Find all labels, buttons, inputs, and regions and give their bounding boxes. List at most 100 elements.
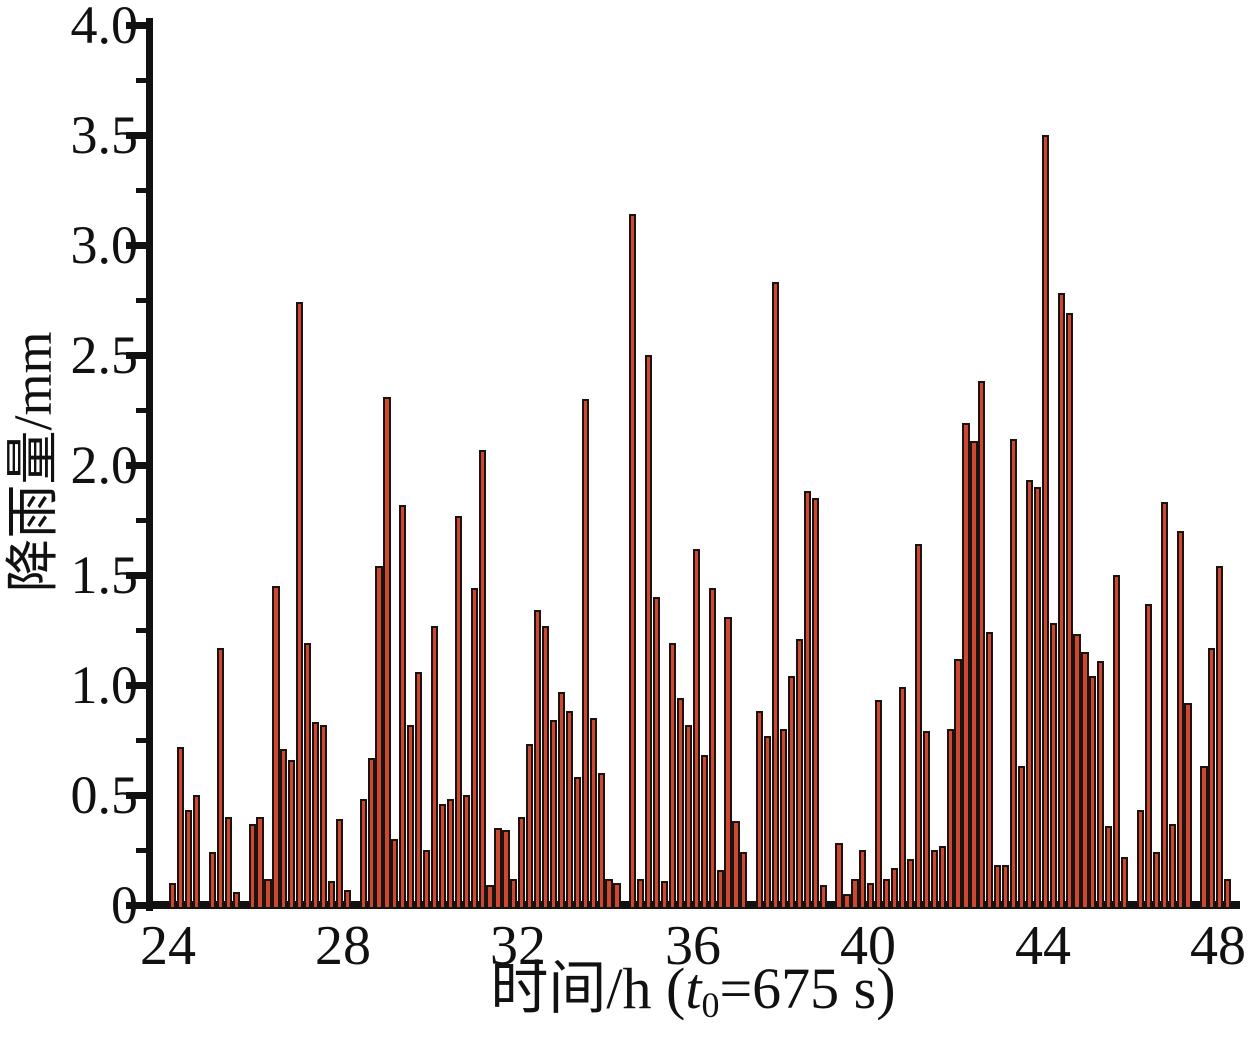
bar <box>898 687 907 909</box>
bar <box>177 746 185 909</box>
bar <box>605 878 613 909</box>
x-axis-title-subscript: 0 <box>701 984 720 1025</box>
bar <box>343 889 351 909</box>
bar <box>708 588 716 909</box>
bar <box>510 878 518 909</box>
bar <box>454 515 462 909</box>
bar <box>1009 438 1018 909</box>
bar <box>549 720 558 909</box>
x-axis-title-prefix: 时间/h ( <box>490 956 686 1021</box>
bar <box>787 676 796 909</box>
bar <box>1216 566 1224 909</box>
x-tick-label: 48 <box>1190 915 1246 977</box>
bar <box>922 731 930 909</box>
bar <box>867 883 875 909</box>
bar <box>779 729 788 909</box>
bar <box>319 724 328 909</box>
bar <box>1105 825 1113 909</box>
bar <box>970 440 978 909</box>
bar <box>946 729 954 909</box>
bar <box>891 867 899 909</box>
bar <box>954 658 962 909</box>
bar <box>613 883 621 909</box>
bar <box>208 852 217 909</box>
bar <box>573 777 581 909</box>
bar <box>1041 135 1049 909</box>
y-tick-label: 3.5 <box>70 105 139 165</box>
y-tick-label: 2.0 <box>70 435 139 495</box>
bar <box>1113 575 1121 909</box>
bar <box>446 799 455 909</box>
bar <box>518 817 526 909</box>
y-major-tick <box>126 351 148 359</box>
x-tick-label: 32 <box>490 915 546 977</box>
y-minor-tick <box>136 407 148 413</box>
y-major-tick <box>126 131 148 139</box>
bar <box>740 852 748 909</box>
bar <box>193 795 201 909</box>
bar <box>264 878 272 909</box>
bar <box>296 302 304 909</box>
bar <box>994 865 1002 909</box>
y-tick-label: 1.5 <box>70 545 139 605</box>
bar <box>304 643 312 909</box>
bar <box>335 819 343 909</box>
bar <box>565 711 573 909</box>
bar <box>1136 810 1145 909</box>
bar <box>653 597 661 909</box>
bar <box>272 586 280 909</box>
bar <box>938 845 946 909</box>
bar <box>930 850 938 909</box>
y-tick-label: 1.0 <box>70 655 139 715</box>
bar <box>819 885 827 909</box>
bar <box>1208 647 1216 909</box>
bar <box>835 843 843 909</box>
y-tick-label: 4.0 <box>70 0 139 55</box>
bar <box>367 757 375 909</box>
bar <box>1224 878 1232 909</box>
x-tick-label: 40 <box>840 915 896 977</box>
bar <box>430 625 439 909</box>
bar <box>383 396 391 909</box>
bar <box>1002 865 1010 909</box>
y-minor-tick <box>136 77 148 83</box>
bar <box>1049 623 1057 909</box>
x-axis-title: 时间/h (t0=675 s) <box>330 958 1056 1036</box>
bar <box>986 632 994 909</box>
x-tick-label: 36 <box>665 915 721 977</box>
bar <box>684 724 692 909</box>
y-major-tick <box>126 21 148 29</box>
y-minor-tick <box>136 517 148 523</box>
y-major-tick <box>126 571 148 579</box>
bar <box>311 722 320 909</box>
bar <box>415 671 423 909</box>
y-major-tick <box>126 901 148 909</box>
bar <box>906 858 915 909</box>
bar <box>875 700 883 909</box>
x-axis-title-variable-t: t <box>685 956 702 1021</box>
bar <box>843 894 851 909</box>
bar <box>597 773 605 909</box>
x-tick-label: 24 <box>140 915 196 977</box>
bar <box>811 498 819 909</box>
bar <box>327 880 336 909</box>
bar <box>756 711 764 909</box>
bar <box>978 381 986 909</box>
bar <box>637 878 645 909</box>
bar <box>232 891 240 909</box>
bar <box>216 647 224 909</box>
bar <box>407 724 415 909</box>
bar <box>962 423 970 909</box>
bar <box>668 643 677 909</box>
bar <box>724 616 732 909</box>
bar <box>1089 676 1097 909</box>
bar <box>764 735 772 909</box>
y-tick-label: 0.5 <box>70 765 139 825</box>
x-tick-label: 44 <box>1015 915 1071 977</box>
bar <box>542 625 550 909</box>
y-minor-tick <box>136 187 148 193</box>
bar <box>557 691 566 909</box>
bar <box>391 839 399 909</box>
y-major-tick <box>126 681 148 689</box>
